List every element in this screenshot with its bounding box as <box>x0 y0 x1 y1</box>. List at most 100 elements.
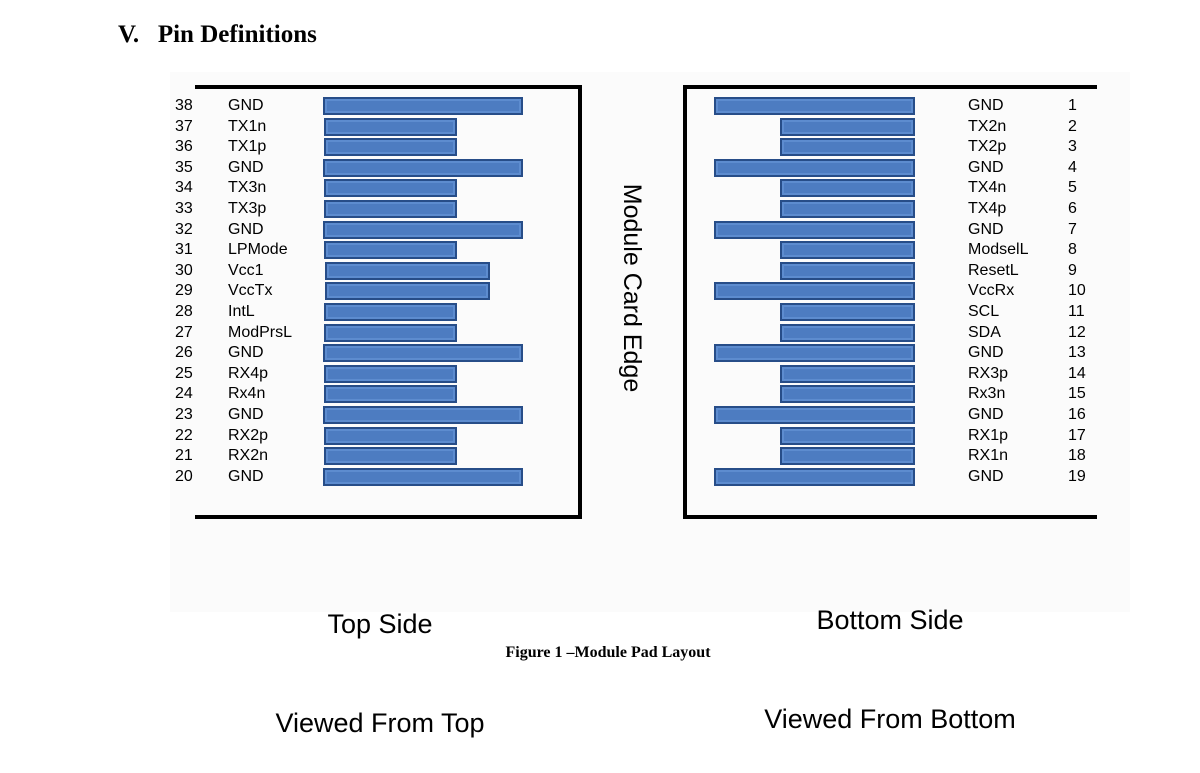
bottom-side-pin-signal: TX4n <box>968 179 1007 197</box>
bottom-side-contact-pad <box>780 385 915 404</box>
top-side-contact-pad <box>324 138 457 157</box>
top-side-pin-signal: LPMode <box>228 241 288 259</box>
bottom-side-pin-signal: RX1p <box>968 426 1009 444</box>
bottom-side-contact-pad <box>780 241 915 260</box>
bottom-side-pin-number: 3 <box>1068 138 1077 156</box>
top-side-contact-pad <box>324 364 457 383</box>
bottom-side-pin-number: 13 <box>1068 344 1086 362</box>
bottom-side-contact-pad <box>714 467 915 486</box>
top-side-pin-signal: ModPrsL <box>228 323 293 341</box>
bottom-side-contact-pad <box>780 200 915 218</box>
bottom-side-pin-signal: GND <box>968 97 1004 114</box>
top-side-contact-pad <box>325 282 490 301</box>
top-side-contact-pad <box>323 344 523 363</box>
bottom-side-pin-number: 10 <box>1068 282 1086 300</box>
bottom-side-contact-pad <box>780 364 915 383</box>
bottom-side-contact-pad <box>780 303 915 321</box>
top-side-pin-number: 27 <box>175 323 193 341</box>
top-side-frame-top <box>195 85 580 89</box>
bottom-side-pin-number: 18 <box>1068 447 1086 465</box>
top-side-pin-number: 37 <box>175 117 193 135</box>
bottom-side-pin-number: 1 <box>1068 97 1077 114</box>
top-side-contact-pad <box>324 179 457 198</box>
bottom-side-contact-pad <box>714 282 915 301</box>
bottom-side-pin-signal: GND <box>968 220 1004 238</box>
bottom-side-contact-pad <box>780 138 915 157</box>
top-side-contact-pad <box>323 467 523 486</box>
top-side-pin-signal: RX2p <box>228 426 269 444</box>
bottom-side-pin-number: 14 <box>1068 364 1086 382</box>
bottom-side-contact-pad <box>714 344 915 363</box>
bottom-side-pin-signal: ModselL <box>968 241 1029 259</box>
bottom-side-frame-top <box>683 85 1097 89</box>
top-side-contact-pad <box>323 97 523 115</box>
top-side-pin-number: 38 <box>175 97 193 114</box>
top-side-pin-signal: GND <box>228 344 264 362</box>
bottom-side-contact-pad <box>714 406 915 424</box>
top-side-contact-pad <box>324 426 457 445</box>
top-side-pin-number: 34 <box>175 179 193 197</box>
bottom-side-pin-number: 11 <box>1068 303 1085 320</box>
top-side-contact-pad <box>324 241 457 260</box>
top-side-pin-signal: TX3n <box>228 179 267 197</box>
bottom-side-pin-number: 16 <box>1068 406 1086 423</box>
top-side-pin-signal: GND <box>228 406 264 423</box>
top-side-pin-signal: RX4p <box>228 364 269 382</box>
top-side-contact-pad <box>323 406 523 424</box>
bottom-side-pin-signal: GND <box>968 344 1004 362</box>
top-side-pin-number: 33 <box>175 200 193 217</box>
bottom-side-pin-signal: RX1n <box>968 447 1009 465</box>
module-card-edge-label: Module Card Edge <box>618 183 646 393</box>
top-side-contact-pad <box>324 323 457 342</box>
bottom-side-contact-pad <box>780 426 915 445</box>
bottom-side-pin-signal: TX2p <box>968 138 1007 156</box>
section-heading: V. Pin Definitions <box>118 21 317 48</box>
bottom-side-contact-pad <box>780 447 915 466</box>
top-side-pin-number: 32 <box>175 220 193 238</box>
bottom-side-contact-pad <box>714 220 915 239</box>
top-side-contact-pad <box>323 158 523 177</box>
bottom-side-pin-number: 6 <box>1068 200 1077 217</box>
bottom-side-pin-signal: VccRx <box>968 282 1015 300</box>
bottom-side-pin-number: 5 <box>1068 179 1077 197</box>
top-side-pin-signal: IntL <box>228 303 255 320</box>
figure-caption: Figure 1 –Module Pad Layout <box>505 644 711 661</box>
top-side-pin-number: 31 <box>175 241 193 259</box>
top-side-title-line1: Top Side <box>327 609 433 639</box>
bottom-side-contact-pad <box>780 261 915 280</box>
bottom-side-pin-signal: SCL <box>968 303 1000 320</box>
bottom-side-pin-signal: SDA <box>968 323 1001 341</box>
top-side-pin-number: 23 <box>175 406 193 423</box>
top-side-pin-number: 28 <box>175 303 193 320</box>
bottom-side-pin-signal: GND <box>968 406 1004 423</box>
top-side-frame-right <box>578 85 582 519</box>
bottom-side-pin-number: 4 <box>1068 158 1077 176</box>
top-side-pin-number: 30 <box>175 261 193 279</box>
bottom-side-contact-pad <box>714 97 915 115</box>
top-side-title-line2: Viewed From Top <box>275 708 485 738</box>
bottom-side-frame-left <box>683 85 687 519</box>
top-side-pin-signal: GND <box>228 158 264 176</box>
top-side-pin-number: 25 <box>175 364 193 382</box>
bottom-side-pin-number: 2 <box>1068 117 1077 135</box>
top-side-contact-pad <box>324 200 457 218</box>
top-side-pin-number: 21 <box>175 447 193 465</box>
bottom-side-pin-signal: GND <box>968 158 1004 176</box>
top-side-contact-pad <box>324 385 457 404</box>
bottom-side-contact-pad <box>780 117 915 136</box>
top-side-pin-signal: GND <box>228 220 264 238</box>
bottom-side-pin-number: 19 <box>1068 467 1086 485</box>
top-side-pin-signal: Vcc1 <box>228 261 264 279</box>
top-side-pin-number: 24 <box>175 385 193 403</box>
top-side-pin-number: 35 <box>175 158 193 176</box>
top-side-pin-number: 29 <box>175 282 193 300</box>
bottom-side-pin-signal: TX4p <box>968 200 1007 217</box>
bottom-side-pin-signal: TX2n <box>968 117 1007 135</box>
top-side-contact-pad <box>325 261 490 280</box>
top-side-contact-pad <box>323 220 523 239</box>
bottom-side-pin-number: 12 <box>1068 323 1086 341</box>
bottom-side-pin-signal: RX3p <box>968 364 1009 382</box>
bottom-side-contact-pad <box>780 323 915 342</box>
top-side-contact-pad <box>324 447 457 466</box>
top-side-pin-signal: VccTx <box>228 282 273 300</box>
